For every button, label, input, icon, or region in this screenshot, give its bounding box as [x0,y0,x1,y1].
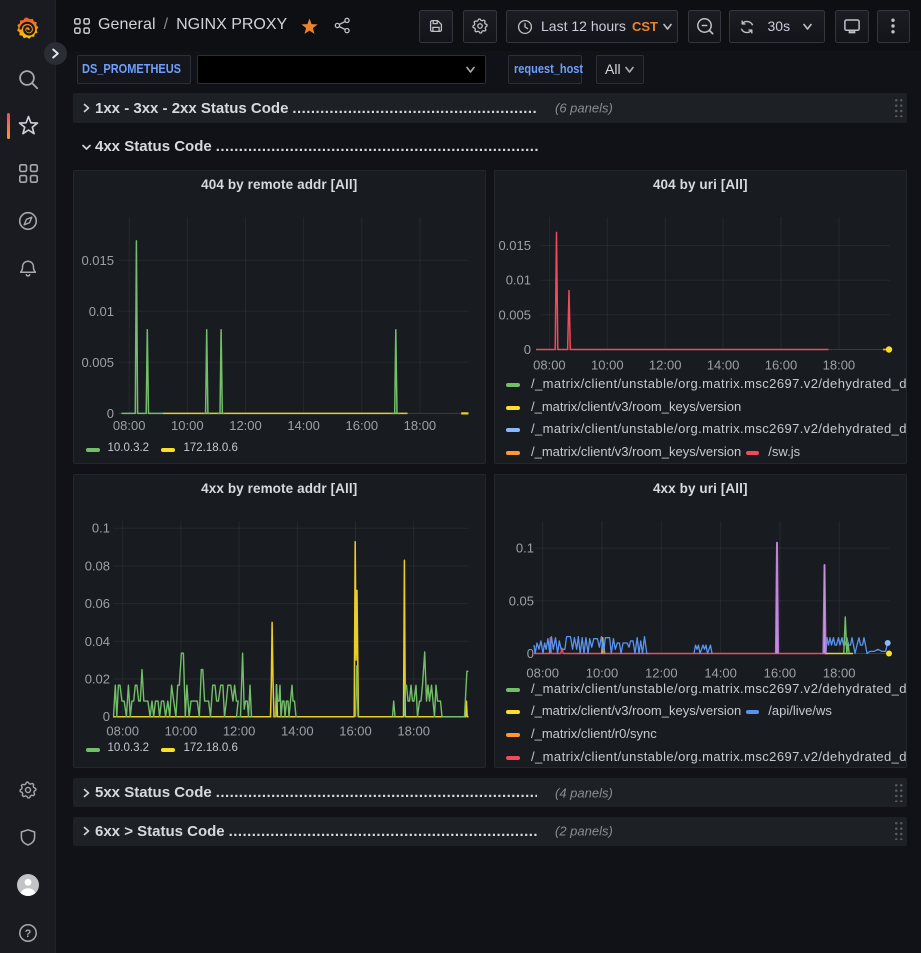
svg-text:12:00: 12:00 [649,358,682,373]
svg-text:0.015: 0.015 [498,238,531,253]
svg-text:08:00: 08:00 [526,666,559,681]
svg-text:10:00: 10:00 [171,418,204,433]
svg-text:0: 0 [107,406,114,421]
svg-text:0.01: 0.01 [506,273,531,288]
svg-text:0.01: 0.01 [89,304,114,319]
svg-text:0.005: 0.005 [498,307,531,322]
svg-text:16:00: 16:00 [346,418,379,433]
svg-text:?: ? [25,928,32,940]
svg-text:0: 0 [103,709,110,724]
svg-text:12:00: 12:00 [229,418,262,433]
svg-text:16:00: 16:00 [765,358,798,373]
svg-text:0.05: 0.05 [509,593,534,608]
svg-text:16:00: 16:00 [339,724,372,739]
svg-text:08:00: 08:00 [113,418,146,433]
svg-text:0.1: 0.1 [516,541,534,556]
svg-text:10:00: 10:00 [165,724,198,739]
svg-text:08:00: 08:00 [106,724,139,739]
svg-text:18:00: 18:00 [823,358,856,373]
svg-text:14:00: 14:00 [704,666,737,681]
svg-text:0.06: 0.06 [85,596,110,611]
svg-text:10:00: 10:00 [591,358,624,373]
svg-text:10:00: 10:00 [586,666,619,681]
svg-text:0: 0 [524,342,531,357]
svg-text:0.04: 0.04 [85,634,110,649]
svg-text:0.02: 0.02 [85,672,110,687]
svg-text:0.015: 0.015 [81,253,114,268]
svg-text:0.1: 0.1 [92,521,110,536]
svg-text:08:00: 08:00 [533,358,566,373]
svg-text:18:00: 18:00 [404,418,437,433]
svg-text:12:00: 12:00 [645,666,678,681]
svg-text:14:00: 14:00 [707,358,740,373]
svg-text:12:00: 12:00 [223,724,256,739]
svg-text:16:00: 16:00 [764,666,797,681]
svg-text:18:00: 18:00 [823,666,856,681]
svg-text:0.08: 0.08 [85,558,110,573]
svg-text:18:00: 18:00 [397,724,430,739]
svg-text:14:00: 14:00 [281,724,314,739]
svg-text:0.005: 0.005 [81,355,114,370]
svg-text:0: 0 [527,646,534,661]
svg-text:14:00: 14:00 [287,418,320,433]
